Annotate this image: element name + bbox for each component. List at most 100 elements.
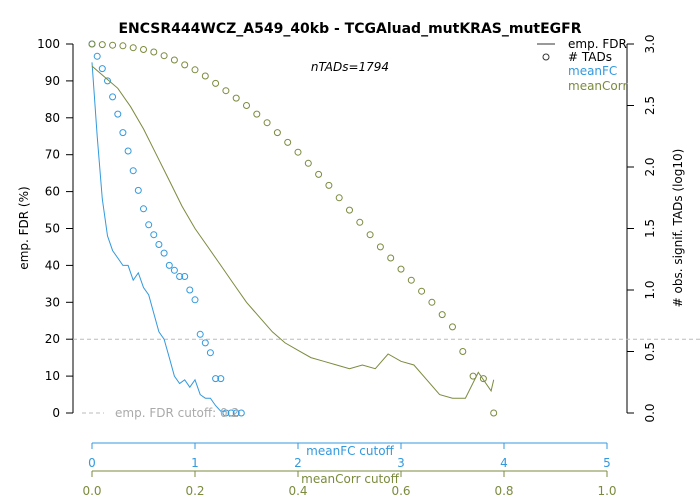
ntads-annotation: nTADs=1794	[311, 60, 389, 74]
y-axis-left-title: emp. FDR (%)	[17, 186, 31, 269]
meanfc-tads-point	[119, 129, 127, 137]
meanfc-tads-point	[134, 186, 142, 194]
x-fc-tick-label: 5	[603, 456, 611, 470]
y-right-tick-label: 2.0	[643, 157, 657, 176]
y-left-tick-label: 0	[52, 406, 60, 420]
y-left-tick-label: 100	[37, 37, 60, 51]
x-corr-tick-label: 0.0	[82, 484, 101, 498]
meancorr-tads-point	[191, 66, 199, 74]
y-right-tick-label: 0.5	[643, 342, 657, 361]
meanfc-tads-point	[196, 330, 204, 338]
meancorr-tads-point	[490, 409, 498, 417]
legend-point-swatch	[542, 53, 550, 61]
cutoff-label: emp. FDR cutoff: 0.2	[115, 406, 239, 420]
meanfc-tads-point	[155, 241, 163, 248]
meancorr-tads-point	[232, 94, 240, 102]
legend-meanfc-label: meanFC	[568, 64, 617, 78]
x-corr-tick-label: 1.0	[597, 484, 616, 498]
legend-line-label: emp. FDR	[568, 37, 627, 51]
meancorr-tads-point	[170, 56, 178, 64]
meanfc-tads-point	[98, 65, 106, 73]
y-right-tick-label: 1.5	[643, 219, 657, 238]
meanfc-tads-point	[191, 296, 199, 304]
meancorr-tads-point	[150, 48, 158, 56]
x-corr-tick-label: 0.6	[391, 484, 410, 498]
meanfc-tads-point	[176, 273, 184, 280]
meanfc-tads-point	[150, 231, 158, 239]
meancorr-tads-point	[212, 79, 220, 87]
meanfc-tads-point	[104, 77, 111, 85]
meancorr-tads-point	[222, 87, 230, 95]
x-axis-fc-title: meanFC cutoff	[306, 444, 394, 458]
meancorr-tads-point	[325, 181, 333, 189]
y-left-tick-label: 50	[45, 222, 60, 236]
y-left-tick-label: 30	[45, 295, 60, 309]
meancorr-tads-point	[438, 311, 446, 319]
meanfc-tads-point	[109, 93, 117, 101]
y-right-tick-label: 1.0	[643, 280, 657, 299]
meanfc-tads-point	[217, 375, 225, 383]
meancorr-tads-point	[160, 52, 168, 60]
meancorr-tads-point	[201, 72, 209, 80]
chart-title: ENCSR444WCZ_A549_40kb - TCGAluad_mutKRAS…	[118, 21, 581, 37]
meanfc-tads-point	[227, 409, 235, 417]
meancorr-tads-point	[140, 46, 147, 53]
legend-meancorr-label: meanCorr	[568, 79, 627, 93]
meancorr-tads-point	[304, 159, 312, 167]
x-fc-tick-label: 1	[191, 456, 199, 470]
meanfc-tads-point	[145, 221, 153, 229]
y-left-tick-label: 40	[45, 258, 60, 272]
y-left-tick-label: 20	[45, 332, 60, 346]
meanfc-fdr-line	[91, 62, 226, 412]
meancorr-tads-point	[479, 375, 487, 383]
meancorr-tads-point	[376, 243, 384, 251]
meancorr-tads-point	[88, 40, 96, 48]
meanfc-tads-point	[222, 409, 230, 417]
x-fc-tick-label: 3	[397, 456, 405, 470]
meancorr-tads-point	[346, 206, 353, 214]
x-fc-tick-label: 4	[500, 456, 508, 470]
meancorr-tads-point	[459, 348, 467, 355]
axes-group: 01020304050607080901000.00.51.01.52.02.5…	[37, 34, 700, 498]
x-fc-tick-label: 0	[88, 456, 96, 470]
meancorr-tads-point	[387, 254, 395, 262]
x-corr-tick-label: 0.2	[185, 484, 204, 498]
x-corr-tick-label: 0.4	[288, 484, 307, 498]
meanfc-tads-point	[170, 266, 178, 274]
meancorr-tads-point	[284, 138, 292, 146]
meanfc-tads-point	[237, 409, 245, 417]
series-group	[88, 40, 498, 417]
meancorr-tads-point	[181, 61, 189, 69]
meancorr-tads-point	[469, 372, 477, 380]
meancorr-fdr-line	[91, 65, 495, 399]
meanfc-tads-point	[114, 110, 122, 118]
y-right-tick-label: 2.5	[643, 96, 657, 115]
meancorr-tads-point	[294, 148, 302, 156]
meancorr-tads-point	[119, 42, 127, 50]
legend-point-label: # TADs	[568, 50, 612, 64]
meanfc-tads-point	[232, 409, 240, 417]
y-left-tick-label: 10	[45, 369, 60, 383]
y-right-tick-label: 3.0	[643, 34, 657, 53]
meanfc-tads-point	[124, 147, 132, 155]
meancorr-tads-point	[109, 41, 117, 49]
meanfc-tads-point	[165, 261, 173, 269]
x-corr-tick-label: 0.8	[494, 484, 513, 498]
meanfc-tads-point	[186, 286, 194, 294]
meanfc-tads-point	[181, 273, 189, 280]
meancorr-tads-point	[418, 287, 426, 295]
meancorr-tads-point	[407, 276, 415, 284]
meancorr-tads-point	[315, 170, 323, 178]
y-left-tick-label: 70	[45, 148, 60, 162]
meancorr-tads-point	[263, 119, 271, 127]
meancorr-tads-point	[253, 110, 261, 118]
meancorr-tads-point	[273, 129, 281, 137]
meancorr-tads-point	[98, 41, 106, 49]
y-left-tick-label: 80	[45, 111, 60, 125]
meancorr-tads-point	[449, 323, 456, 331]
meancorr-tads-point	[366, 231, 374, 239]
meanfc-tads-point	[206, 349, 214, 357]
y-axis-right-title: # obs. signif. TADs (log10)	[671, 149, 685, 308]
